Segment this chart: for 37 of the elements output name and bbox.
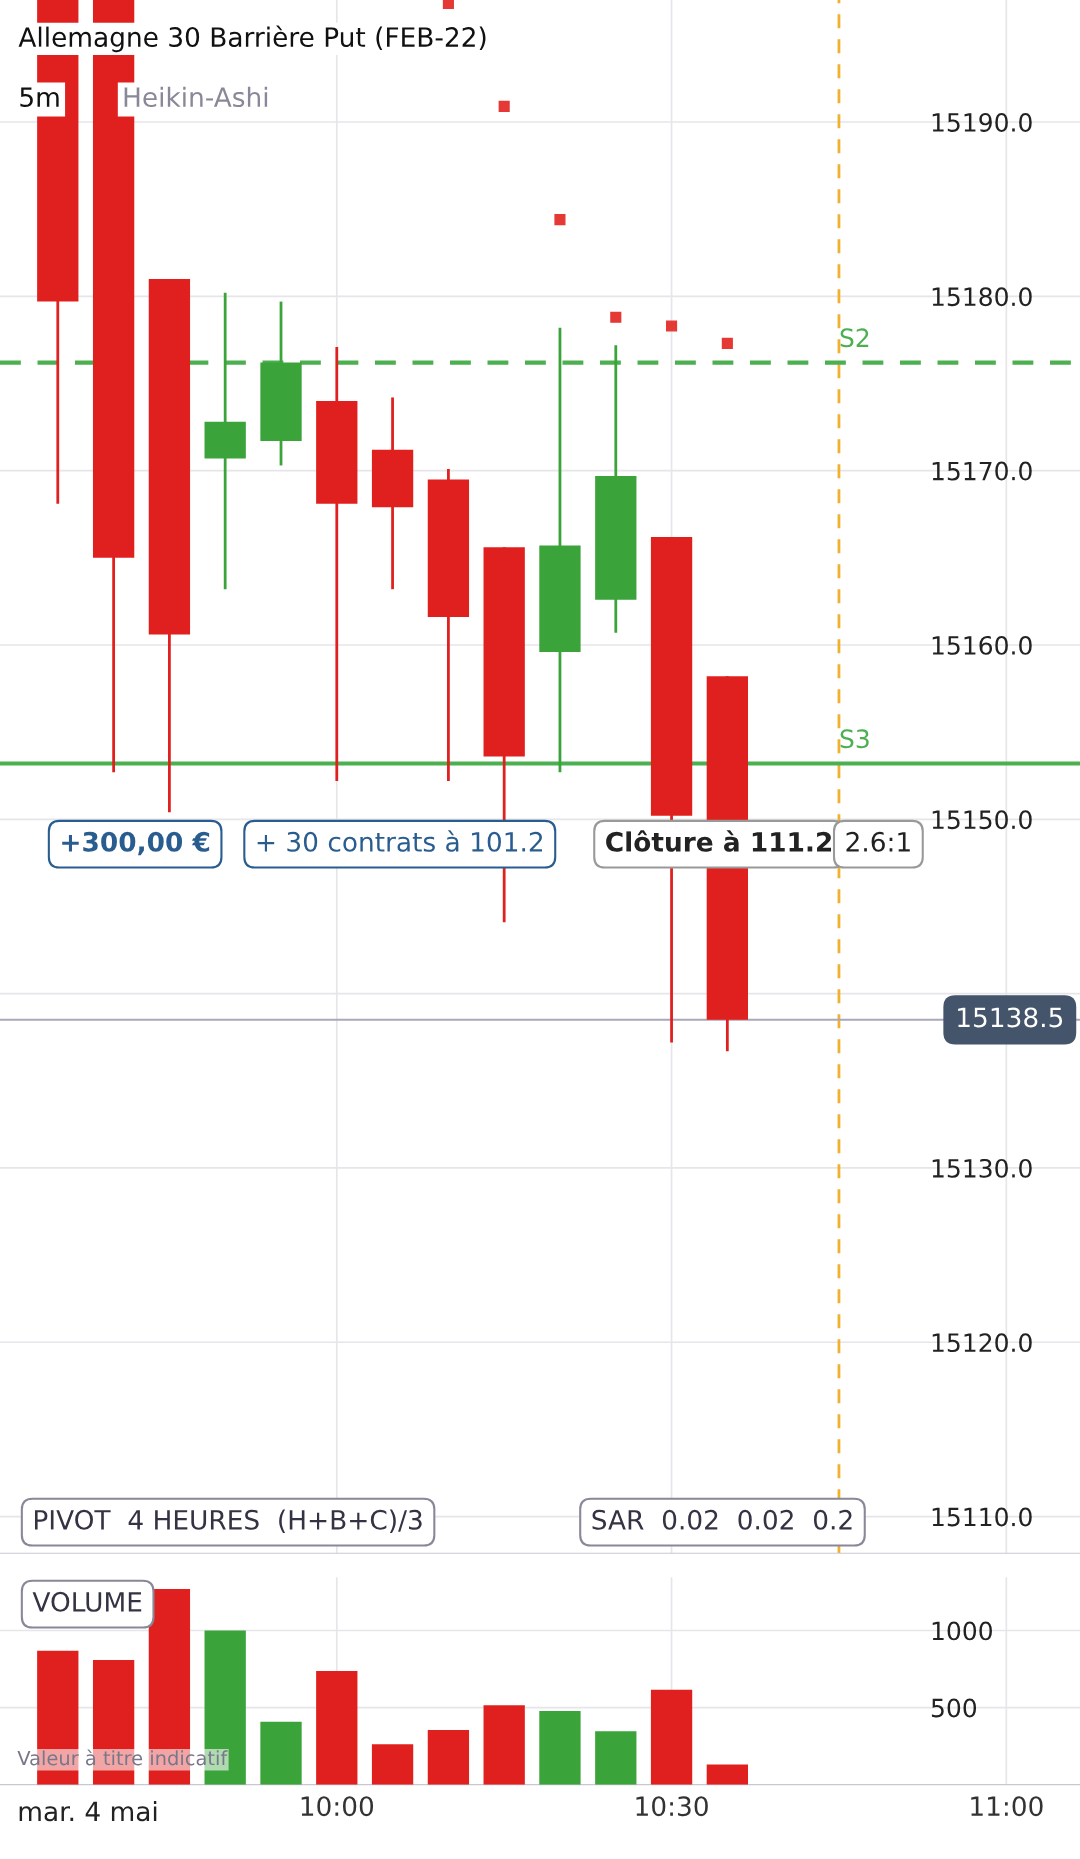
bar — [371, 1744, 414, 1785]
y-tick-label: 15120.0 — [932, 1333, 1032, 1353]
y-tick-label: 15130.0 — [932, 1158, 1032, 1178]
annotation: SAR 0.02 0.02 0.2 — [592, 1509, 852, 1530]
annotation: Heikin-Ashi — [124, 86, 268, 108]
ref-line-label: S3 — [840, 729, 869, 749]
ref-line-label: S2 — [840, 328, 869, 348]
y-tick-label: 500 — [931, 1698, 977, 1718]
annotation: + 30 contrats à 101.2 — [257, 830, 543, 852]
annotation: 5m — [20, 87, 59, 108]
y-tick-label: 15150.0 — [932, 810, 1032, 830]
annotation: 2.6:1 — [846, 831, 910, 852]
bar — [706, 1764, 748, 1785]
bar — [260, 1721, 302, 1785]
bar — [427, 1730, 470, 1785]
y-tick-label: 15180.0 — [932, 287, 1032, 307]
x-tick-label: 10:00 — [301, 1796, 374, 1817]
x-tick-label: 10:30 — [636, 1796, 708, 1817]
annotation: VOLUME — [32, 1591, 142, 1612]
ref-line-label: 15138.5 — [958, 1007, 1063, 1028]
bar — [650, 1689, 693, 1785]
x-tick-label: 11:00 — [971, 1796, 1043, 1817]
y-tick-label: 15190.0 — [932, 112, 1032, 132]
text: Allemagne 30 Barrière Put (FEB-22) — [18, 25, 486, 53]
text: mar. 4 mai — [19, 1800, 157, 1822]
y-tick-label: 1000 — [932, 1621, 992, 1641]
annotation: Clôture à 111.2 — [606, 830, 832, 852]
bar — [595, 1731, 637, 1785]
annotation: PIVOT 4 HEURES (H+B+C)/3 — [34, 1509, 422, 1533]
candlestick — [204, 291, 246, 591]
bar — [539, 1711, 581, 1785]
y-tick-label: 15160.0 — [932, 635, 1032, 655]
bar — [483, 1705, 525, 1785]
y-tick-label: 15170.0 — [932, 461, 1032, 481]
y-tick-label: 15110.0 — [932, 1507, 1032, 1527]
annotation: +300,00 € — [62, 831, 210, 856]
bar — [316, 1670, 358, 1785]
